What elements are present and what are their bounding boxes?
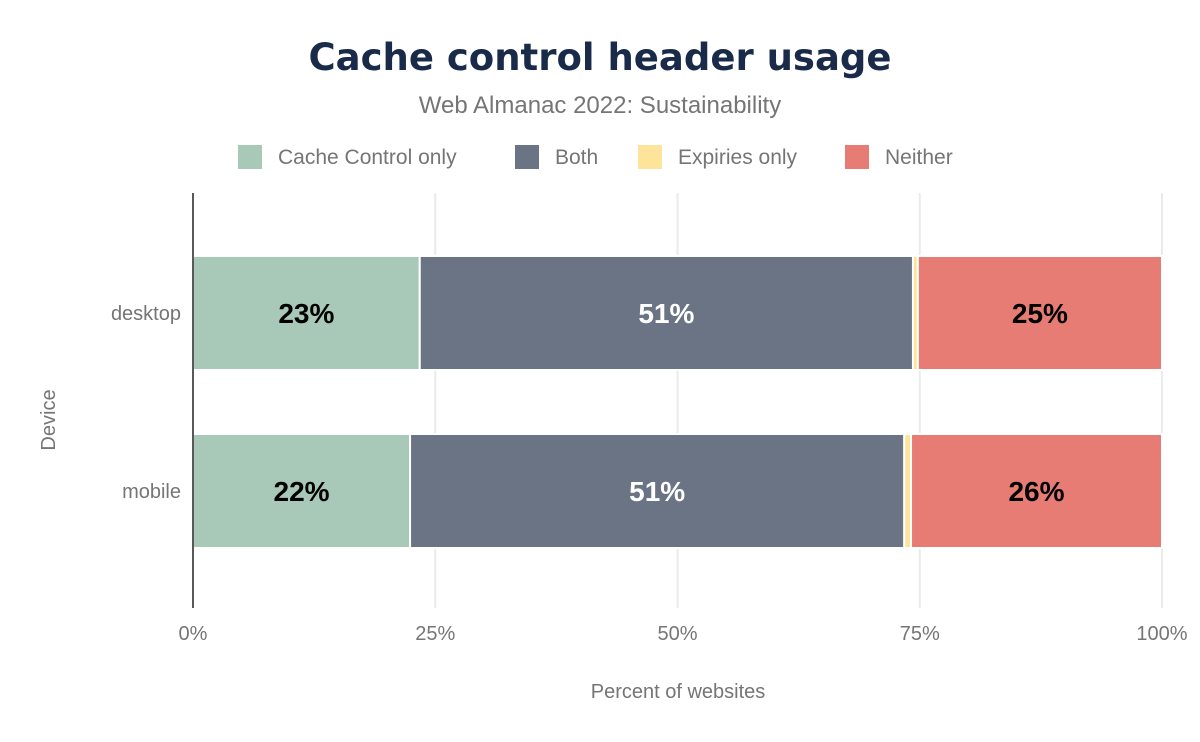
legend-label: Both: [555, 146, 598, 169]
data-label: 26%: [1008, 476, 1064, 507]
bar-segment: [192, 255, 421, 371]
x-tick-label: 50%: [657, 623, 697, 645]
x-tick-label: 75%: [900, 623, 940, 645]
bar-segment: [418, 255, 914, 371]
bar-segment: [910, 433, 1163, 549]
x-tick-label: 100%: [1136, 623, 1187, 645]
x-tick-label: 25%: [415, 623, 455, 645]
legend-label: Neither: [885, 146, 953, 169]
data-label: 22%: [274, 476, 330, 507]
data-label: 51%: [638, 298, 694, 329]
chart-subtitle: Web Almanac 2022: Sustainability: [419, 92, 781, 119]
y-axis-label: Device: [38, 389, 60, 450]
data-label: 51%: [629, 476, 685, 507]
chart-title: Cache control header usage: [308, 36, 891, 79]
data-label: 25%: [1012, 298, 1068, 329]
bar-segment: [903, 433, 913, 549]
legend-item: Expiries only: [638, 145, 798, 169]
bar-segment: [916, 255, 1164, 371]
legend-swatch: [238, 145, 262, 169]
legend-item: Cache Control only: [238, 145, 457, 169]
data-label: 23%: [278, 298, 334, 329]
x-axis-label: Percent of websites: [591, 681, 766, 703]
legend-item: Both: [515, 145, 598, 169]
legend-swatch: [638, 145, 662, 169]
y-tick-label: desktop: [111, 303, 181, 325]
legend-label: Cache Control only: [278, 146, 457, 169]
bar-segment: [409, 433, 906, 549]
legend-swatch: [845, 145, 869, 169]
legend: Cache Control only Both Expiries only Neith…: [238, 145, 953, 169]
y-tick-label: mobile: [122, 481, 181, 503]
legend-item: Neither: [845, 145, 953, 169]
bars: desktop 23% 51% 25% mobile 22% 51% 26%: [111, 255, 1164, 549]
legend-swatch: [515, 145, 539, 169]
x-tick-label: 0%: [179, 623, 208, 645]
legend-label: Expiries only: [678, 146, 798, 169]
